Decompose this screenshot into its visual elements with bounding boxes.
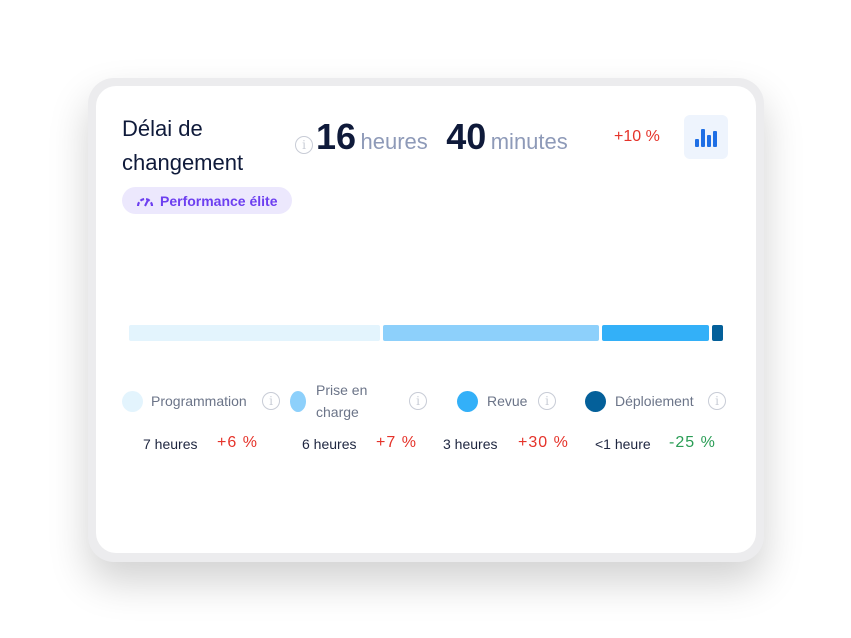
- legend-dot-prise-en-charge: [290, 391, 306, 412]
- legend-label-revue: Revue: [487, 393, 528, 409]
- stage-value: 7 heures: [143, 436, 198, 452]
- gauge-icon: [136, 197, 154, 206]
- stage-change: +6 %: [217, 434, 258, 451]
- stage-value: 3 heures: [443, 436, 498, 452]
- badge-label: Performance élite: [160, 192, 278, 209]
- legend-dot-revue: [457, 391, 478, 412]
- info-icon[interactable]: i: [538, 392, 556, 410]
- info-icon[interactable]: i: [295, 136, 313, 154]
- bar-segment-déploiement[interactable]: [712, 325, 723, 341]
- bar-chart-button[interactable]: [684, 115, 728, 159]
- stage-change: -25 %: [669, 434, 716, 451]
- stage-value: <1 heure: [595, 436, 651, 452]
- minutes-value: 40: [446, 116, 487, 157]
- legend-dot-programmation: [122, 391, 143, 412]
- stage-value: 6 heures: [302, 436, 357, 452]
- card-title: Délai de changement: [122, 116, 244, 175]
- info-icon[interactable]: i: [409, 392, 427, 410]
- bar-chart-icon: [695, 139, 699, 147]
- legend-label-programmation: Programmation: [151, 393, 247, 409]
- stage-change: +7 %: [376, 434, 417, 451]
- bar-segment-programmation[interactable]: [129, 325, 381, 341]
- legend-dot-deploiement: [585, 391, 606, 412]
- hours-unit: heures: [360, 129, 428, 154]
- bar-segment-revue[interactable]: [601, 325, 710, 341]
- total-change: +10 %: [614, 128, 660, 145]
- legend-label-prise-en-charge: Prise en charge: [316, 382, 368, 420]
- lead-time-card: Délai de changement Performance élite i …: [96, 86, 756, 553]
- minutes-unit: minutes: [490, 129, 568, 154]
- total-lead-time: 16 heures 40 minutes: [316, 116, 568, 158]
- bar-segment-prise-en-charge[interactable]: [383, 325, 599, 341]
- legend-label-deploiement: Déploiement: [615, 393, 694, 409]
- hours-value: 16: [316, 116, 357, 157]
- performance-badge: Performance élite: [122, 187, 292, 214]
- info-icon[interactable]: i: [708, 392, 726, 410]
- info-icon[interactable]: i: [262, 392, 280, 410]
- stage-change: +30 %: [518, 434, 569, 451]
